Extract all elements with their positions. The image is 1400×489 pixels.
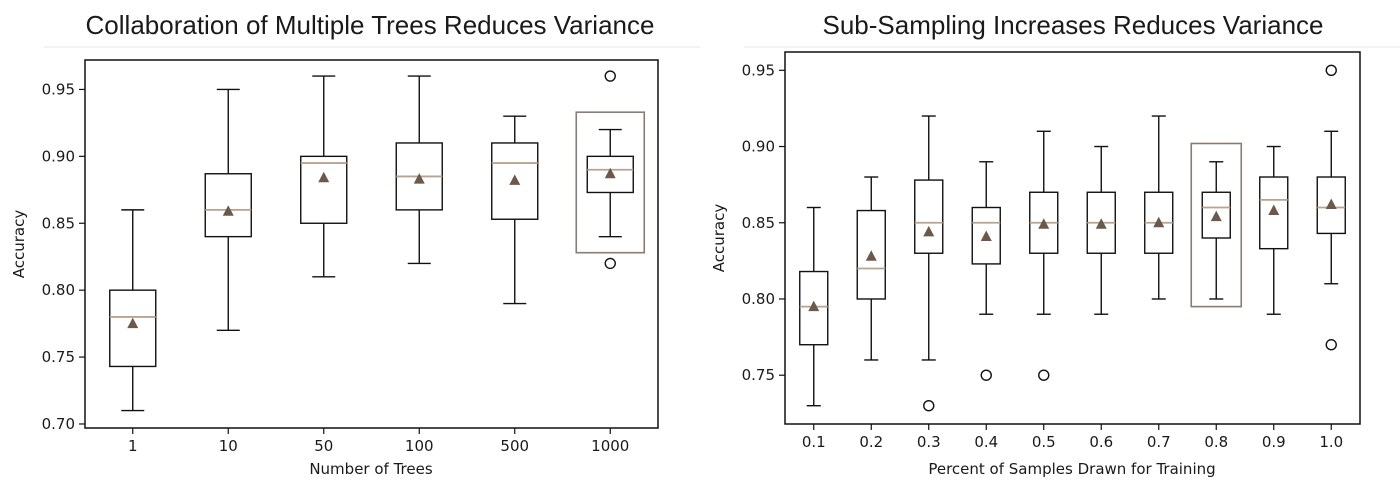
x-tick-label: 50	[314, 437, 333, 455]
plot-frame	[784, 51, 1361, 425]
outlier-point	[1325, 339, 1337, 351]
chart-percent-samples: Sub-Sampling Increases Reduces Variance …	[710, 10, 1400, 478]
y-tick-label: 0.90	[742, 138, 775, 156]
box-marks: 0.70 0.75 0.80 0.85 0.90 0.95 1 10 50 100 500 1000	[42, 70, 646, 455]
outlier-point	[980, 369, 992, 381]
chart-title: Collaboration of Multiple Trees Reduces …	[86, 10, 655, 40]
box-iqr	[914, 179, 944, 254]
mean-marker	[1095, 218, 1107, 229]
x-tick-label: 10	[219, 437, 238, 455]
mean-marker	[1325, 198, 1337, 209]
mean-marker	[509, 174, 521, 185]
highlight-box	[1190, 142, 1243, 308]
mean-marker	[980, 230, 992, 241]
mean-marker	[1153, 216, 1165, 228]
x-tick-label: 0.6	[1089, 433, 1113, 451]
mean-marker	[865, 250, 877, 261]
y-tick-label: 0.85	[742, 214, 775, 232]
plot-frame	[84, 59, 659, 429]
x-axis-label: Percent of Samples Drawn for Training	[928, 460, 1215, 478]
x-axis-label: Number of Trees	[309, 460, 433, 478]
box-iqr	[204, 173, 252, 238]
y-tick-label: 0.95	[742, 61, 775, 79]
x-tick-label: 1000	[591, 437, 629, 455]
outlier-point	[923, 400, 935, 412]
mean-marker	[127, 317, 139, 329]
outlier-point	[1038, 369, 1050, 381]
mean-marker	[1268, 204, 1280, 216]
x-tick-label: 1	[128, 437, 138, 455]
x-tick-label: 1.0	[1319, 433, 1343, 451]
box-marks: 0.75 0.80 0.85 0.90 0.95 0.1 0.2 0.3 0.4 0.5 0.6 0.…	[742, 61, 1346, 451]
y-tick-label: 0.75	[742, 366, 775, 384]
mean-marker	[413, 173, 425, 184]
x-tick-label: 0.9	[1262, 433, 1286, 451]
box-iqr	[109, 289, 157, 368]
chart-title: Sub-Sampling Increases Reduces Variance	[822, 10, 1323, 40]
mean-marker	[923, 225, 935, 237]
y-tick-label: 0.70	[42, 415, 75, 433]
y-tick-label: 0.75	[42, 348, 75, 366]
y-tick-label: 0.90	[42, 147, 75, 165]
highlight-box	[575, 111, 646, 254]
mean-marker	[1210, 210, 1222, 222]
box-iqr	[1201, 191, 1231, 239]
x-tick-label: 0.3	[917, 433, 941, 451]
mean-marker	[318, 171, 330, 183]
y-tick-label: 0.80	[742, 290, 775, 308]
y-tick-label: 0.85	[42, 214, 75, 232]
box-iqr	[300, 155, 348, 224]
mean-marker	[1038, 218, 1050, 229]
y-axis-label: Accuracy	[710, 204, 728, 273]
x-tick-label: 0.1	[802, 433, 826, 451]
mean-marker	[808, 300, 820, 312]
y-axis-label: Accuracy	[10, 210, 28, 279]
x-tick-label: 0.4	[974, 433, 998, 451]
chart-number-of-trees: Collaboration of Multiple Trees Reduces …	[10, 10, 700, 478]
outlier-point	[604, 257, 616, 270]
x-tick-label: 0.8	[1204, 433, 1228, 451]
y-tick-label: 0.80	[42, 281, 75, 299]
mean-marker	[604, 167, 616, 179]
x-tick-label: 0.5	[1032, 433, 1056, 451]
outlier-point	[1325, 64, 1337, 76]
x-tick-label: 0.7	[1147, 433, 1171, 451]
outlier-point	[604, 70, 616, 82]
x-tick-label: 500	[500, 437, 529, 455]
mean-marker	[222, 205, 234, 216]
y-tick-label: 0.95	[42, 80, 75, 98]
x-tick-label: 100	[405, 437, 434, 455]
x-tick-label: 0.2	[859, 433, 883, 451]
